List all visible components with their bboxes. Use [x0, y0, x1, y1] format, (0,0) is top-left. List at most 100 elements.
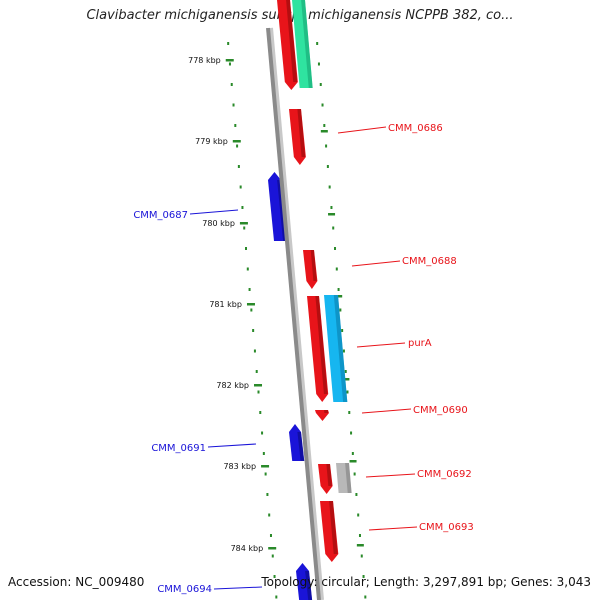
ruler-dot [257, 390, 260, 394]
ruler-dot [248, 288, 251, 291]
ruler-major-tick [246, 303, 255, 306]
rna-feature-top-shade [301, 0, 313, 88]
ruler-dot [239, 185, 242, 189]
ruler-tick-label: 783 kbp [223, 462, 256, 471]
gene-label-leader [361, 408, 412, 414]
ruler-dot [230, 83, 233, 86]
gene-label-leader [213, 586, 263, 590]
ruler-dot [262, 452, 265, 455]
ruler-dot [344, 370, 347, 373]
ruler-dot [342, 349, 345, 353]
gene-label-leader [356, 342, 406, 348]
gene-feature-cmm-0694[interactable] [296, 563, 313, 600]
ruler-dot [328, 185, 331, 189]
ruler-dot [364, 595, 367, 599]
misc-feature-pura-shade [333, 295, 348, 402]
gene-label-text: CMM_0686 [388, 123, 443, 134]
ruler-dot [357, 513, 360, 517]
ruler-tick-label: 779 kbp [195, 137, 228, 146]
ruler-major-tick [268, 547, 277, 550]
ruler-dot [358, 534, 361, 537]
gene-feature-cmm-0688[interactable] [303, 250, 318, 289]
ruler-major-tick [261, 465, 270, 468]
gene-feature-cmm-0693[interactable] [320, 501, 339, 562]
ruler-dot [236, 144, 239, 148]
ruler-dot [268, 513, 271, 517]
ruler-dot [351, 452, 354, 455]
ruler-dot [243, 226, 246, 230]
ruler-dot [334, 247, 337, 250]
gene-label-text: CMM_0690 [413, 405, 468, 416]
gene-label-leader [351, 260, 401, 267]
pseudo-feature-cmm-0692[interactable] [336, 463, 352, 493]
accession-text: Accession: NC_009480 [8, 575, 145, 589]
ruler-tick-label: 780 kbp [202, 219, 235, 228]
ruler-major-tick [239, 222, 248, 225]
gene-feature-cmm-0691[interactable] [289, 424, 305, 461]
gene-feature-cmm-0688-shade [310, 250, 317, 281]
gene-feature-cmm-0686[interactable] [289, 109, 306, 165]
genome-info-text: Topology: circular; Length: 3,297,891 bp… [261, 575, 591, 589]
gene-label-cmm-0688[interactable]: CMM_0688 [351, 256, 457, 267]
gene-label-cmm-0691[interactable]: CMM_0691 [151, 443, 257, 454]
gene-feature-cmm-0690-shade [324, 410, 329, 413]
ruler-dot [335, 267, 338, 271]
misc-feature-pura[interactable] [324, 295, 348, 402]
gene-feature-pura[interactable] [307, 296, 329, 402]
gene-label-text: CMM_0694 [157, 584, 212, 595]
ruler-dot [266, 493, 269, 496]
gene-label-cmm-0690[interactable]: CMM_0690 [361, 405, 468, 416]
gene-label-layer: CMM_0686 CMM_0687 CMM_0688 purA CMM_0690 CMM_… [133, 123, 473, 595]
ruler-major-tick [320, 130, 328, 133]
gene-label-leader [207, 443, 257, 448]
ruler-dot [275, 595, 278, 599]
ruler-dot [261, 431, 264, 435]
gene-feature-cmm-0693-shade [329, 501, 338, 554]
gene-feature-cmm-0691-shade [297, 432, 305, 461]
ruler-tick-label: 782 kbp [216, 381, 249, 390]
backbone-line [266, 27, 321, 600]
gene-label-cmm-0693[interactable]: CMM_0693 [368, 522, 474, 533]
gene-feature-cmm-0690[interactable] [315, 410, 329, 421]
ruler-dot [341, 329, 344, 332]
rna-feature-top[interactable] [292, 0, 313, 88]
gene-label-cmm-0694[interactable]: CMM_0694 [157, 584, 263, 595]
ruler-major-tick [254, 384, 263, 387]
gene-feature-cmm-0686-shade [297, 109, 306, 157]
ruler-dot [252, 329, 255, 332]
ruler-dot [264, 472, 267, 476]
ruler-tick-label: 781 kbp [209, 300, 242, 309]
ruler-dot [232, 103, 235, 107]
gene-label-leader [365, 473, 416, 478]
ruler-dot [271, 554, 274, 558]
gene-feature-cmm-0685[interactable] [277, 0, 298, 90]
ruler-dot [316, 42, 319, 45]
ruler-dot [319, 83, 322, 86]
ruler-major-tick [225, 59, 234, 62]
ruler-dot [326, 165, 329, 168]
gene-feature-cmm-0692[interactable] [318, 464, 333, 494]
gene-feature-cmm-0694-shade [305, 571, 313, 600]
ruler-dot [237, 165, 240, 168]
ruler-dot [228, 62, 231, 66]
ruler-dot [346, 390, 349, 394]
ruler-dot [234, 124, 237, 127]
gene-label-cmm-0687[interactable]: CMM_0687 [133, 209, 239, 221]
ruler-dot [350, 431, 353, 435]
ruler-dot [253, 349, 256, 353]
ruler-tick-label: 784 kbp [231, 544, 264, 553]
gene-label-text: CMM_0693 [419, 522, 474, 533]
gene-label-pura[interactable]: purA [356, 338, 432, 349]
gene-label-text: CMM_0692 [417, 469, 472, 480]
backbone-track [266, 27, 324, 600]
ruler-dot [355, 493, 358, 496]
gene-label-cmm-0686[interactable]: CMM_0686 [337, 123, 443, 134]
ruler-dot [337, 288, 340, 291]
ruler-dot [330, 206, 333, 209]
gene-label-cmm-0692[interactable]: CMM_0692 [365, 469, 472, 480]
ruler-major-tick [342, 378, 350, 381]
ruler-major-tick [328, 213, 336, 216]
ruler-major-tick [232, 140, 241, 143]
